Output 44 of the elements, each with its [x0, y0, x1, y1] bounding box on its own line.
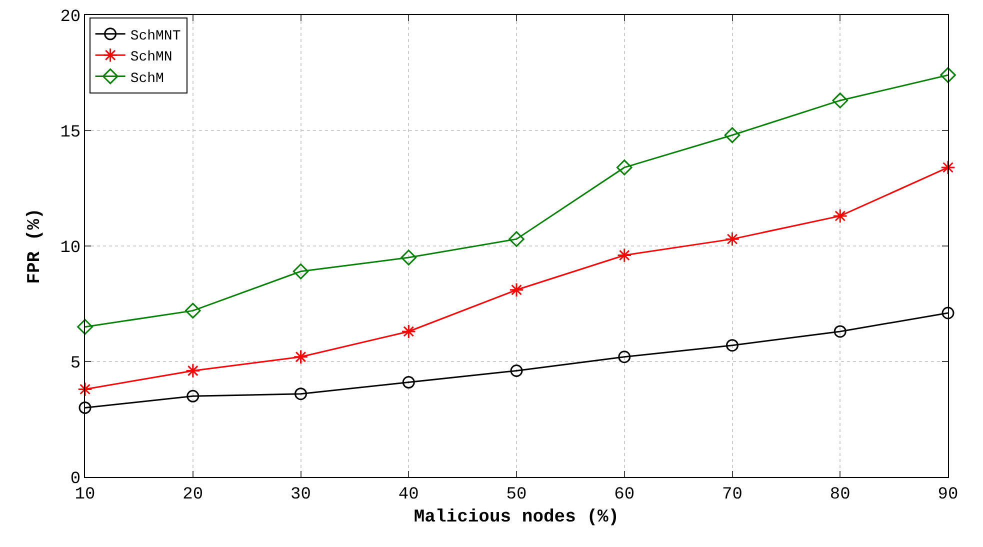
point [509, 282, 524, 298]
point [942, 306, 954, 320]
y-tick-label: 15 [60, 123, 81, 142]
x-tick-label: 30 [290, 485, 311, 504]
point [292, 264, 309, 280]
point [724, 232, 740, 246]
point [834, 325, 846, 338]
x-tick-label: 70 [722, 485, 742, 504]
point [510, 364, 523, 377]
x-axis-title: Malicious nodes (%) [414, 508, 620, 528]
point [401, 324, 416, 339]
point [294, 388, 307, 400]
x-tick-label: 20 [182, 485, 204, 504]
point [726, 339, 738, 352]
y-axis-title: FPR (%) [25, 208, 45, 284]
legend-label: SchMNT [130, 28, 181, 44]
point [940, 67, 956, 83]
x-tick-label: 90 [938, 485, 958, 504]
point [508, 231, 524, 247]
point [78, 382, 92, 397]
point [186, 390, 200, 402]
y-tick-label: 10 [60, 238, 81, 258]
point [940, 160, 956, 175]
y-tick-label: 5 [70, 354, 81, 374]
y-tick-label: 20 [60, 8, 81, 27]
point [832, 92, 848, 108]
point [832, 208, 848, 224]
x-tick-label: 50 [506, 485, 527, 504]
x-tick-label: 60 [614, 485, 635, 504]
point [400, 250, 417, 266]
point [724, 127, 740, 144]
point [78, 401, 92, 414]
point [184, 302, 201, 319]
point [616, 160, 632, 176]
x-tick-label: 40 [398, 485, 419, 504]
point [402, 376, 415, 389]
point [617, 248, 632, 263]
point [618, 350, 631, 364]
legend-label: SchM [130, 70, 164, 87]
point [77, 318, 93, 335]
point [186, 363, 200, 378]
legend-label: SchMN [130, 50, 172, 66]
point [293, 350, 308, 364]
x-tick-label: 80 [830, 485, 850, 504]
